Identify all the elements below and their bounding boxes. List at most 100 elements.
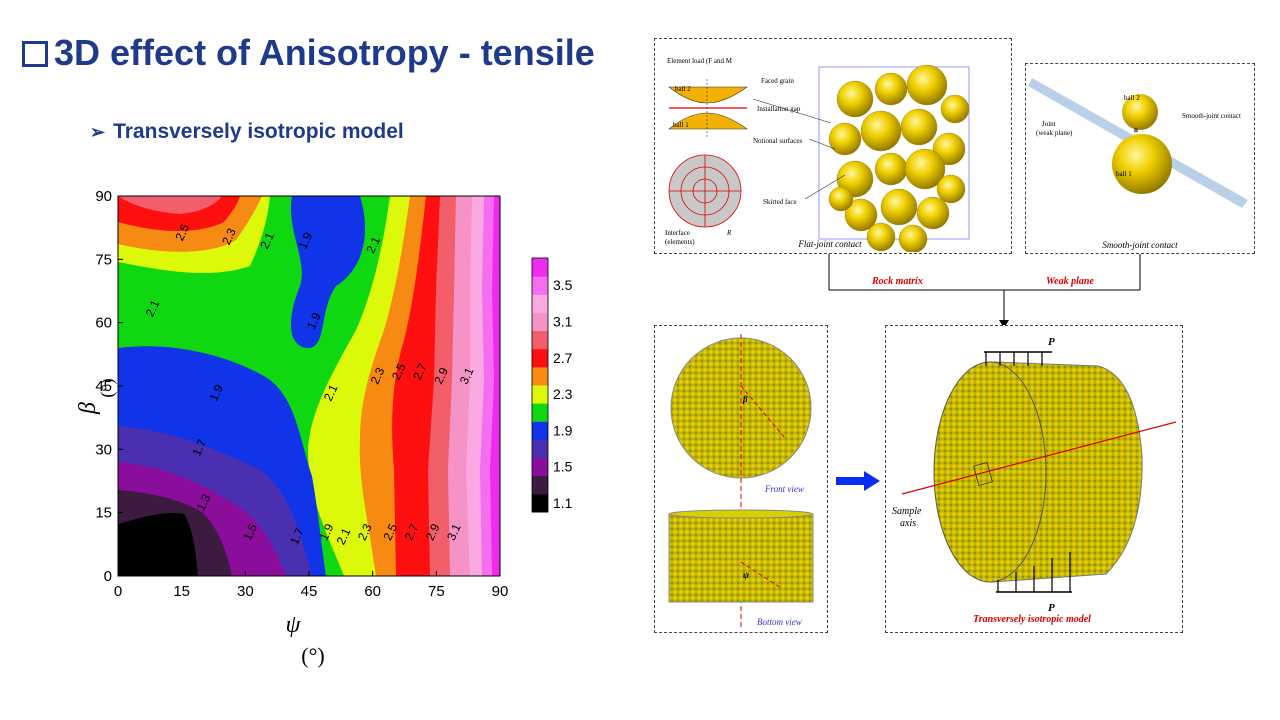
installation-gap-label: Installation gap (757, 105, 801, 113)
flat-joint-caption: Flat-joint contact (797, 239, 862, 249)
colorbar-tick-label: 1.1 (553, 495, 573, 511)
bottom-view-label: Bottom view (757, 617, 802, 627)
colorbar-swatch (532, 348, 548, 368)
contour-label: 2.7 (410, 361, 430, 382)
y-tick-label: 30 (95, 441, 112, 458)
load-arrows-top (985, 352, 1043, 366)
band-1.1 (118, 512, 198, 576)
notional-leader (808, 138, 836, 150)
grain-ball (866, 222, 896, 252)
faced-grain-leader (752, 98, 832, 124)
bullet-text: Transversely isotropic model (113, 120, 404, 143)
colorbar-swatch (532, 312, 548, 332)
contour-label: 1.9 (296, 230, 316, 251)
grain-ball (874, 72, 908, 106)
colorbar-swatch (532, 385, 548, 404)
grain-ball (900, 108, 938, 146)
contour-label: 1.9 (304, 310, 324, 331)
colorbar-swatch (532, 439, 548, 459)
ball1-sphere (1112, 134, 1172, 194)
model-panel: P P Sample axis Transversely isotropic m… (885, 325, 1183, 633)
views-panel: β Front view ψ Bottom view (654, 325, 828, 633)
colorbar-swatch (532, 258, 548, 277)
colorbar-swatch (532, 421, 548, 440)
x-tick-label: 60 (364, 583, 381, 600)
rock-matrix-label: Rock matrix (871, 276, 923, 287)
band-1.9-island (290, 196, 366, 349)
ball1-label: ball 1 (673, 121, 689, 129)
y-axis: 0 15 30 45 60 75 90 (95, 188, 123, 585)
faced-grain-label: Faced grain (761, 77, 794, 85)
x-tick-label: 30 (237, 583, 254, 600)
weak-plane-paren-label: (weak plane) (1036, 129, 1073, 137)
colorbar-tick-label: 2.7 (553, 350, 573, 366)
grain-ball (898, 224, 928, 254)
colorbar-tick-label: 1.5 (553, 459, 573, 475)
colorbar-tick-label: 3.1 (553, 314, 573, 330)
contour-label: 3.1 (457, 365, 477, 386)
x-axis-label: ψ (286, 612, 302, 638)
front-view-label: Front view (764, 484, 804, 494)
nc-label: n (1134, 126, 1138, 134)
bullet-item: ➢ Transversely isotropic model (90, 120, 404, 144)
flat-joint-panel: Element load (F and M ball 2 ball 1 Face… (654, 38, 1012, 254)
contour-label: 1.3 (194, 492, 214, 513)
grain-ball (880, 188, 918, 226)
contour-label: 2.3 (355, 521, 375, 542)
contour-label: 1.5 (240, 521, 260, 542)
smooth-joint-panel: ball 2 ball 1 n Joint (weak plane) Smoot… (1025, 63, 1255, 254)
contour-label: 2.5 (389, 361, 409, 382)
p-bottom-label: P (1048, 602, 1055, 614)
sample-axis-label-2: axis (900, 518, 916, 529)
y-tick-label: 45 (95, 378, 112, 395)
contour-label: 2.3 (368, 365, 388, 386)
slide-title: 3D effect of Anisotropy - tensile (22, 32, 595, 74)
contour-label: 1.9 (206, 382, 226, 403)
colorbar-swatch (532, 276, 548, 295)
contour-label: 2.5 (380, 521, 400, 542)
bottom-view-top-edge (668, 509, 814, 519)
colorbar-swatch (532, 457, 548, 477)
blue-arrow-icon (836, 471, 880, 491)
grain-ball (860, 110, 902, 152)
ball2-sphere (1122, 94, 1158, 130)
x-axis: 0 15 30 45 60 75 90 (114, 571, 509, 600)
y-tick-label: 15 (95, 505, 112, 522)
grain-ball (904, 148, 946, 190)
grain-ball (844, 198, 878, 232)
x-tick-label: 90 (492, 583, 509, 600)
contour-label: 2.1 (143, 297, 163, 318)
grain-ball (874, 152, 908, 186)
colorbar: 1.1 1.5 1.9 2.3 2.7 3.1 3.5 (531, 257, 573, 513)
model-caption: Transversely isotropic model (973, 614, 1091, 625)
sample-axis-label-1: Sample (892, 506, 922, 517)
slide-title-text: 3D effect of Anisotropy - tensile (54, 32, 595, 73)
contour-label: 2.1 (363, 234, 383, 255)
element-load-label: Element load (F and M (667, 57, 733, 65)
x-tick-label: 0 (114, 583, 122, 600)
colorbar-swatch (532, 294, 548, 313)
grain-ball (940, 94, 970, 124)
colorbar-swatch (532, 403, 548, 422)
interface-label: Interface (665, 229, 690, 237)
p-top-label: P (1048, 336, 1055, 348)
colorbar-swatch (532, 366, 548, 386)
joint-label: Joint (1042, 120, 1056, 128)
contour-label: 2.5 (172, 221, 192, 242)
smooth-ball2-label: ball 2 (1124, 94, 1140, 102)
x-tick-label: 45 (301, 583, 318, 600)
smooth-joint-caption: Smooth-joint contact (1102, 240, 1178, 250)
contour-label: 2.9 (431, 365, 451, 386)
grain-ball (828, 122, 862, 156)
connector-lines: Rock matrix Weak plane (828, 254, 1141, 328)
contour-label: 1.9 (317, 521, 337, 542)
skirted-face-label: Skirted face (763, 198, 797, 206)
elements-label: (elements) (665, 238, 695, 246)
grain-ball (906, 64, 948, 106)
smooth-ball1-label: ball 1 (1116, 170, 1132, 178)
y-tick-label: 90 (95, 188, 112, 205)
x-axis-unit: (°) (301, 643, 324, 668)
grain-ball (916, 196, 950, 230)
contour-label: 2.9 (423, 521, 443, 542)
